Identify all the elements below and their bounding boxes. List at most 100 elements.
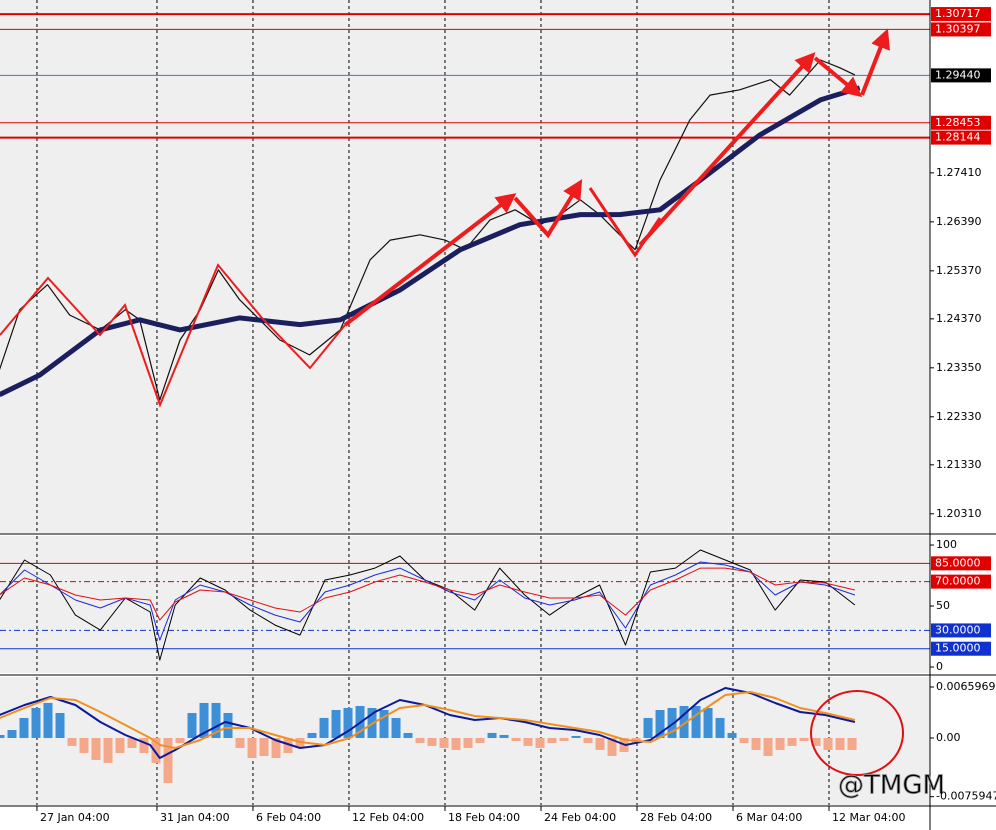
series-line [0,687,856,759]
histogram-bar [571,735,581,738]
x-tick-label: 12 Feb 04:00 [352,811,424,824]
x-tick-label: 28 Feb 04:00 [640,811,712,824]
level-label-box [931,556,991,571]
histogram-bar [79,737,89,753]
zigzag [0,263,346,408]
grid [36,0,830,805]
histogram-bar [115,737,125,753]
histogram-bar [331,710,341,738]
level-label: 1.29440 [935,68,981,81]
histogram-bar [91,737,101,760]
histogram-bar [283,737,293,753]
histogram-bar [31,707,41,738]
histogram-bar [691,705,701,738]
watermark: @TMGM [838,771,945,801]
histogram-bar [0,734,5,738]
histogram-bar [67,737,77,746]
panel-plot [0,687,857,783]
histogram-bar [463,737,473,748]
histogram-bar [811,737,821,746]
histogram-bar [55,713,65,738]
y-tick-label: -0.0075947 [936,790,996,803]
histogram-bar [487,732,497,738]
histogram-bar [151,737,161,763]
y-tick-label: 1.21330 [936,458,982,471]
level-label-box [931,7,991,22]
histogram-bar [319,717,329,738]
plots [0,13,930,783]
series-line [0,691,856,749]
histogram-bar [595,737,605,750]
level-label: 1.30397 [935,22,981,35]
y-tick-label: 100 [936,538,957,551]
histogram-bar [7,730,17,738]
arrow [343,193,517,327]
histogram-bar [415,737,425,744]
price-panel [0,0,930,533]
histogram-bar [499,734,509,738]
arrow [813,56,863,98]
level-label-box [931,22,991,37]
y-tick-label: 1.24370 [936,312,982,325]
histogram-bar [271,737,281,759]
histogram-bar [535,737,545,748]
arrow [638,52,816,247]
histogram-bar [163,737,173,783]
histogram-bar [739,737,749,744]
level-label: 85.0000 [935,556,981,569]
level-label: 15.0000 [935,642,981,655]
histogram-bar [211,702,221,738]
y-tick-label: 0.00 [936,731,961,744]
histogram-bar [343,707,353,738]
histogram-bar [703,707,713,738]
series-line [0,567,856,621]
histogram-bar [259,737,269,756]
histogram-bar [175,737,185,744]
histogram-bar [103,737,113,763]
histogram-bar [427,737,437,746]
y-tick-label: 1.25370 [936,264,982,277]
arrow [513,179,583,239]
histogram-bar [127,737,137,748]
histogram-bar [715,717,725,738]
histogram-bar [223,713,233,738]
x-tick-label: 6 Feb 04:00 [256,811,321,824]
level-label-box [931,641,991,656]
series-line [0,549,856,661]
histogram-bar [511,737,521,741]
histogram-bar [199,702,209,738]
histogram-bar [667,707,677,738]
level-label-box [931,68,991,83]
histogram-bar [403,732,413,738]
histogram-bar [559,737,569,741]
level-label-box [931,130,991,145]
level-label: 1.30717 [935,7,981,20]
series-line [0,59,856,401]
histogram-bar [847,737,857,750]
histogram-bar [607,737,617,756]
histogram-bar [775,737,785,750]
histogram-bar [391,717,401,738]
histogram-bar [835,737,845,750]
histogram-bar [475,737,485,744]
level-label: 1.28453 [935,116,981,129]
histogram-bar [763,737,773,756]
histogram-bar [19,717,29,738]
x-tick-label: 27 Jan 04:00 [40,811,110,824]
y-tick-label: 50 [936,599,950,612]
series-line [0,561,856,641]
y-tick-label: 1.20310 [936,507,982,520]
x-tick-label: 6 Mar 04:00 [736,811,802,824]
histogram-bar [439,737,449,748]
histogram-bar [751,737,761,750]
x-tick-label: 31 Jan 04:00 [160,811,230,824]
histogram-bar [307,732,317,738]
histogram-bar [451,737,461,750]
histogram-bar [583,737,593,744]
level-label-box [931,115,991,130]
x-tick-label: 24 Feb 04:00 [544,811,616,824]
histogram-bar [727,732,737,738]
level-label: 30.0000 [935,623,981,636]
